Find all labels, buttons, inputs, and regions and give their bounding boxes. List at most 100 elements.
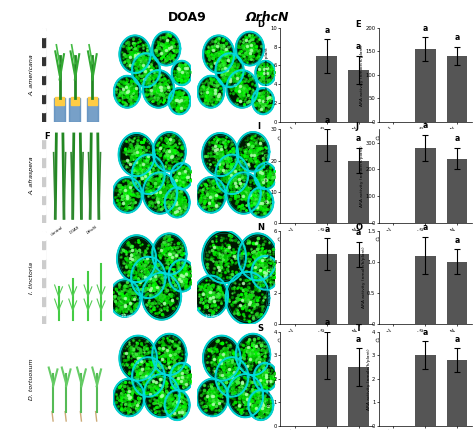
Bar: [42, 277, 46, 287]
Text: 10 μm: 10 μm: [205, 314, 218, 318]
Bar: [415, 49, 436, 122]
Text: a: a: [455, 236, 460, 245]
Text: DOA9: DOA9: [69, 124, 81, 133]
Bar: [447, 159, 467, 223]
Polygon shape: [227, 374, 263, 417]
Polygon shape: [112, 177, 142, 213]
Text: a: a: [324, 225, 329, 233]
Polygon shape: [196, 177, 226, 213]
Text: I: I: [257, 122, 260, 131]
Polygon shape: [152, 32, 180, 65]
Polygon shape: [131, 257, 165, 298]
Bar: [317, 56, 337, 122]
Polygon shape: [203, 336, 240, 381]
Polygon shape: [237, 132, 269, 172]
Bar: [42, 112, 46, 122]
Bar: [42, 28, 46, 122]
Text: E: E: [356, 21, 361, 29]
Text: O: O: [356, 223, 363, 232]
Text: S: S: [257, 324, 263, 333]
Bar: [71, 97, 79, 105]
Text: D: D: [257, 21, 264, 29]
Polygon shape: [202, 230, 246, 283]
Text: a: a: [423, 24, 428, 33]
Text: Q: Q: [116, 335, 123, 344]
Bar: [42, 315, 46, 324]
Text: DOA9: DOA9: [69, 225, 81, 235]
Text: Control: Control: [52, 326, 65, 338]
Text: A. americana: A. americana: [29, 54, 34, 96]
Text: a: a: [455, 335, 460, 344]
Bar: [42, 129, 46, 138]
Bar: [42, 129, 46, 223]
Polygon shape: [227, 70, 258, 108]
Bar: [42, 230, 46, 324]
Bar: [447, 262, 467, 324]
Bar: [348, 367, 369, 426]
Text: Control: Control: [53, 124, 67, 135]
Bar: [42, 176, 46, 186]
Polygon shape: [132, 357, 164, 396]
Bar: [42, 249, 46, 259]
Bar: [69, 98, 80, 122]
Text: ΩrhcN: ΩrhcN: [246, 11, 290, 24]
Polygon shape: [169, 260, 195, 292]
Polygon shape: [198, 76, 224, 108]
Text: a: a: [324, 318, 329, 327]
Bar: [87, 98, 98, 122]
Bar: [348, 160, 369, 223]
Bar: [415, 355, 436, 426]
Y-axis label: Nodule number per plant: Nodule number per plant: [268, 250, 272, 305]
Bar: [42, 47, 46, 56]
Text: 10 μm: 10 μm: [121, 112, 135, 116]
Y-axis label: Nodule number per plant: Nodule number per plant: [265, 47, 269, 102]
Text: DOA9: DOA9: [168, 11, 207, 24]
Polygon shape: [236, 334, 270, 375]
Text: a: a: [356, 335, 361, 344]
Polygon shape: [143, 70, 174, 108]
Y-axis label: ARA activity (nmole/h/plant): ARA activity (nmole/h/plant): [362, 247, 365, 308]
Polygon shape: [216, 53, 244, 87]
Bar: [42, 214, 46, 223]
Text: I. tinctoria: I. tinctoria: [29, 261, 34, 294]
Text: B: B: [116, 31, 123, 40]
Text: a: a: [356, 134, 361, 143]
Polygon shape: [172, 61, 192, 85]
Polygon shape: [238, 233, 277, 280]
Bar: [415, 148, 436, 223]
Bar: [415, 255, 436, 324]
Polygon shape: [171, 163, 193, 189]
Polygon shape: [216, 357, 248, 396]
Bar: [42, 157, 46, 167]
Polygon shape: [236, 32, 264, 65]
Polygon shape: [144, 374, 180, 417]
Text: a: a: [455, 33, 460, 42]
Polygon shape: [226, 272, 269, 324]
Polygon shape: [109, 280, 140, 317]
Text: L: L: [116, 233, 121, 243]
Text: ΩrhcN: ΩrhcN: [86, 225, 98, 235]
Bar: [42, 186, 46, 195]
Text: ΩrhcN: ΩrhcN: [89, 326, 100, 336]
Polygon shape: [248, 390, 273, 420]
Polygon shape: [119, 336, 157, 381]
Polygon shape: [118, 133, 155, 176]
Bar: [447, 56, 467, 122]
Polygon shape: [114, 76, 140, 108]
Bar: [42, 65, 46, 75]
Text: a: a: [356, 43, 361, 52]
Bar: [42, 240, 46, 249]
Text: 10 μm: 10 μm: [121, 213, 135, 217]
Polygon shape: [170, 363, 193, 391]
Text: D. tortuosum: D. tortuosum: [29, 358, 34, 399]
Bar: [42, 148, 46, 157]
Text: M: M: [200, 233, 208, 243]
Polygon shape: [251, 256, 280, 290]
Polygon shape: [152, 334, 187, 375]
Text: 10 μm: 10 μm: [121, 416, 135, 420]
Polygon shape: [143, 172, 177, 214]
Text: Control: Control: [50, 427, 64, 430]
Bar: [42, 259, 46, 268]
Polygon shape: [119, 35, 151, 73]
Polygon shape: [132, 155, 164, 194]
